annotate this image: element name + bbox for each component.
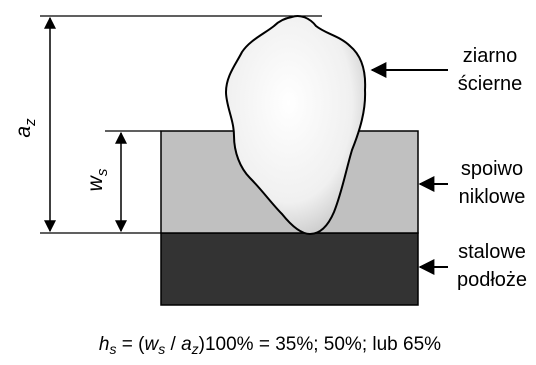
az-label: az	[12, 118, 39, 138]
substrate-label-line1: stalowe	[458, 241, 526, 263]
abrasive-grain	[224, 15, 367, 236]
steel-substrate	[160, 232, 419, 306]
grain-label-line1: ziarno	[463, 45, 517, 67]
binder-label-line2: niklowe	[459, 186, 526, 208]
coverage-formula: hs = (ws / az)100% = 35%; 50%; lub 65%	[99, 334, 441, 357]
binder-label-line1: spoiwo	[461, 158, 523, 180]
grain-label-line2: ścierne	[458, 73, 522, 95]
ws-label: ws	[84, 168, 111, 191]
substrate-label-line2: podłoże	[457, 269, 527, 291]
